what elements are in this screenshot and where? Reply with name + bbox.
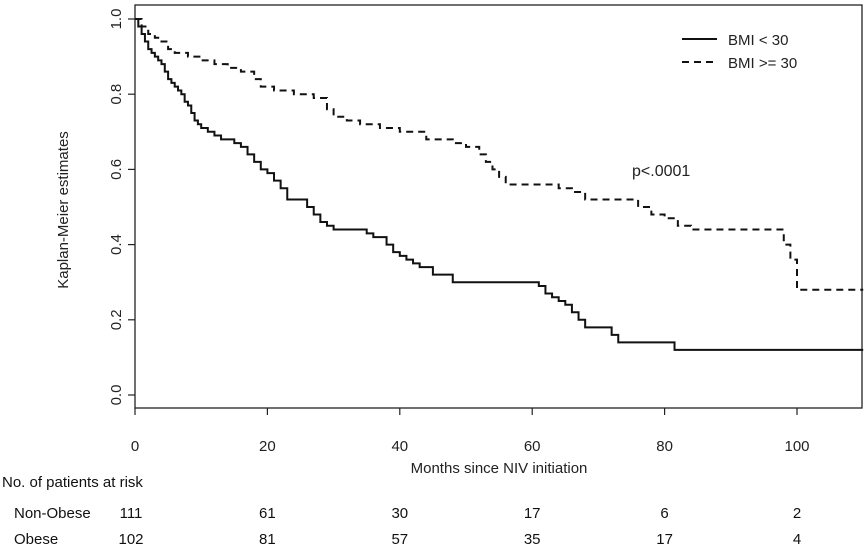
x-tick-label: 20 [259,438,276,455]
series-layer [135,18,864,351]
y-tick-label: 0.8 [108,84,125,105]
x-tick-label: 0 [131,438,139,455]
legend-label-bmi-30-or-more: BMI >= 30 [728,55,797,72]
risk-cell: 2 [792,505,802,522]
risk-cell: 6 [660,505,669,522]
risk-row-label-non-obese: Non-Obese [14,505,91,522]
x-axis-label: Months since NIV initiation [411,460,588,477]
y-tick-label: 0.2 [108,309,125,330]
plot-border [134,4,863,409]
y-axis: 0.0 0.2 0.4 0.6 0.8 1.0 [108,9,135,406]
risk-row-label-obese: Obese [14,531,59,548]
risk-cell: 17 [656,531,673,548]
x-tick-label: 100 [784,438,809,455]
y-tick-label: 0.0 [108,385,125,406]
x-axis: 0 20 40 60 80 100 [131,408,810,455]
survival-curve-bmi-30-or-more [135,18,864,291]
x-tick-label: 80 [656,438,673,455]
legend: BMI < 30 BMI >= 30 [682,32,797,72]
risk-cell: 57 [391,531,409,548]
risk-cell: 4 [792,531,802,548]
survival-curve-bmi-under-30 [135,18,864,351]
y-axis-label: Kaplan-Meier estimates [55,131,72,289]
plot-frame [134,4,863,409]
x-tick-label: 40 [391,438,408,455]
y-tick-label: 1.0 [108,9,125,30]
legend-label-bmi-under-30: BMI < 30 [728,32,788,49]
risk-cell: 102 [118,531,144,548]
risk-cell: 30 [391,505,409,522]
p-value-annotation: p<.0001 [632,163,690,180]
risk-cell: 17 [523,505,541,522]
y-tick-label: 0.6 [108,159,125,180]
x-tick-label: 60 [524,438,541,455]
risk-cell: 35 [523,531,541,548]
risk-table-title: No. of patients at risk [2,474,143,491]
risk-cell: 81 [259,531,276,548]
risk-cell: 61 [259,505,276,522]
risk-cell: 111 [119,505,143,522]
y-tick-label: 0.4 [108,234,125,255]
